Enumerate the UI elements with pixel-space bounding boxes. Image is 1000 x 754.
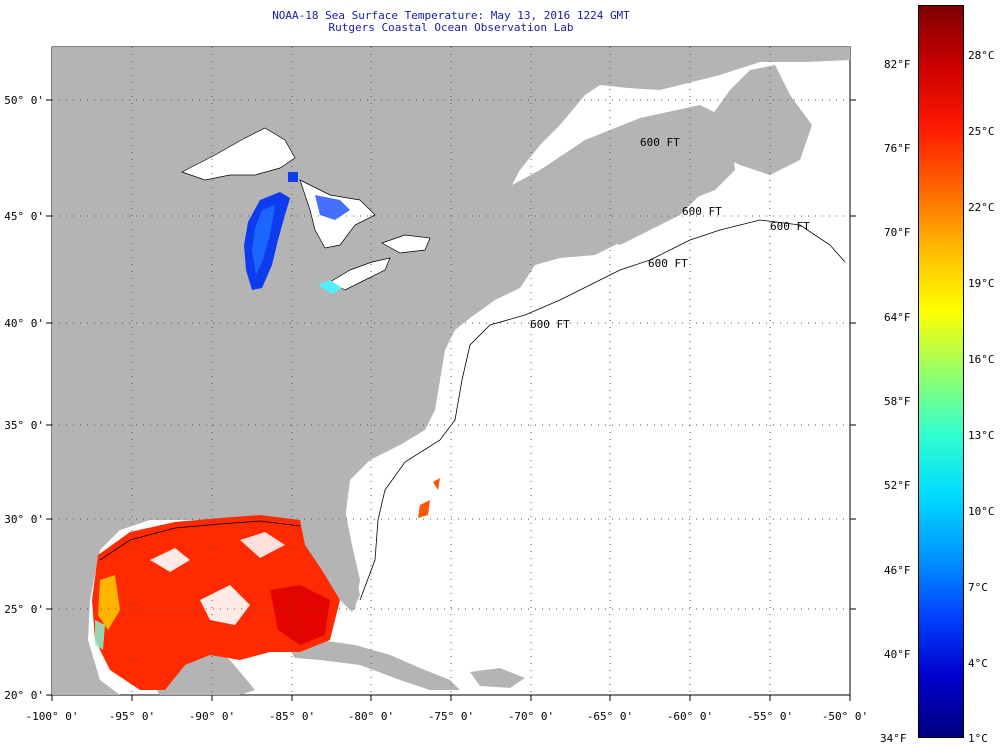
land-newfoundland bbox=[705, 65, 812, 175]
gulf-coast-line bbox=[99, 520, 301, 561]
lat-label: 20° 0' bbox=[4, 689, 44, 702]
lon-label: -65° 0' bbox=[587, 710, 633, 723]
latitude-labels: 50° 0' 45° 0' 40° 0' 35° 0' 30° 0' 25° 0… bbox=[4, 94, 44, 702]
c-label: 25°C bbox=[968, 125, 995, 138]
contour-label: 600 FT bbox=[682, 205, 722, 218]
lat-label: 30° 0' bbox=[4, 513, 44, 526]
f-label: 52°F bbox=[884, 479, 911, 492]
c-label: 22°C bbox=[968, 201, 995, 214]
lat-label: 35° 0' bbox=[4, 419, 44, 432]
c-label: 7°C bbox=[968, 581, 988, 594]
lat-label: 50° 0' bbox=[4, 94, 44, 107]
lake-huron-sst bbox=[315, 195, 350, 220]
f-label: 76°F bbox=[884, 142, 911, 155]
lake-ontario bbox=[381, 234, 431, 254]
c-label: 13°C bbox=[968, 429, 995, 442]
lake-huron-blue-dot bbox=[288, 172, 298, 182]
contour-label: 600 FT bbox=[770, 220, 810, 233]
title-line-1: NOAA-18 Sea Surface Temperature: May 13,… bbox=[272, 9, 630, 22]
lon-label: -90° 0' bbox=[189, 710, 235, 723]
gulf-cool-patch-1 bbox=[98, 575, 120, 630]
lon-label: -100° 0' bbox=[26, 710, 79, 723]
title-line-2: Rutgers Coastal Ocean Observation Lab bbox=[328, 21, 574, 34]
contour-label: 600 FT bbox=[640, 136, 680, 149]
c-label: 1°C bbox=[968, 732, 988, 745]
f-label: 82°F bbox=[884, 58, 911, 71]
lat-label: 40° 0' bbox=[4, 317, 44, 330]
f-label: 46°F bbox=[884, 564, 911, 577]
land-cuba bbox=[290, 640, 460, 690]
lat-label: 25° 0' bbox=[4, 603, 44, 616]
lon-label: -75° 0' bbox=[428, 710, 474, 723]
c-label: 4°C bbox=[968, 657, 988, 670]
lon-label: -60° 0' bbox=[667, 710, 713, 723]
gulf-cloud-gap-3 bbox=[240, 532, 285, 558]
lat-label: 45° 0' bbox=[4, 210, 44, 223]
c-label: 19°C bbox=[968, 277, 995, 290]
lon-label: -70° 0' bbox=[508, 710, 554, 723]
gulf-cloud-gap-2 bbox=[150, 548, 190, 572]
f-label: 64°F bbox=[884, 311, 911, 324]
lon-label: -85° 0' bbox=[269, 710, 315, 723]
lon-label: -55° 0' bbox=[747, 710, 793, 723]
axis-ticks bbox=[46, 99, 856, 701]
f-label: 40°F bbox=[884, 648, 911, 661]
lon-label: -80° 0' bbox=[348, 710, 394, 723]
f-label: 58°F bbox=[884, 395, 911, 408]
isobath-600ft bbox=[359, 219, 846, 601]
c-label: 16°C bbox=[968, 353, 995, 366]
lon-label: -95° 0' bbox=[109, 710, 155, 723]
contour-label: 600 FT bbox=[530, 318, 570, 331]
longitude-labels: -100° 0' -95° 0' -90° 0' -85° 0' -80° 0'… bbox=[26, 710, 869, 723]
gulf-cool-patch-2 bbox=[95, 620, 105, 650]
lake-superior bbox=[181, 127, 296, 181]
c-label: 10°C bbox=[968, 505, 995, 518]
atlantic-sst-patch-1 bbox=[418, 500, 430, 518]
gulf-hot-zone bbox=[270, 585, 330, 645]
atlantic-sst-patch-2 bbox=[433, 478, 440, 490]
f-label: 34°F bbox=[880, 732, 907, 745]
map-title: NOAA-18 Sea Surface Temperature: May 13,… bbox=[52, 10, 850, 34]
lake-erie bbox=[329, 257, 391, 291]
contour-label: 600 FT bbox=[648, 257, 688, 270]
land-maritimes bbox=[595, 190, 700, 245]
contour-labels: 600 FT 600 FT 600 FT 600 FT 600 FT bbox=[530, 136, 810, 331]
lake-erie-cyan bbox=[318, 280, 342, 294]
graticule bbox=[52, 47, 850, 695]
f-label: 70°F bbox=[884, 226, 911, 239]
land-florida bbox=[300, 480, 360, 612]
temperature-colorbar bbox=[918, 5, 964, 738]
land-hispaniola bbox=[470, 668, 525, 688]
c-label: 28°C bbox=[968, 49, 995, 62]
lon-label: -50° 0' bbox=[822, 710, 868, 723]
land-anticosti-gaspe bbox=[615, 160, 680, 195]
lake-michigan-sst-hi bbox=[252, 205, 275, 275]
